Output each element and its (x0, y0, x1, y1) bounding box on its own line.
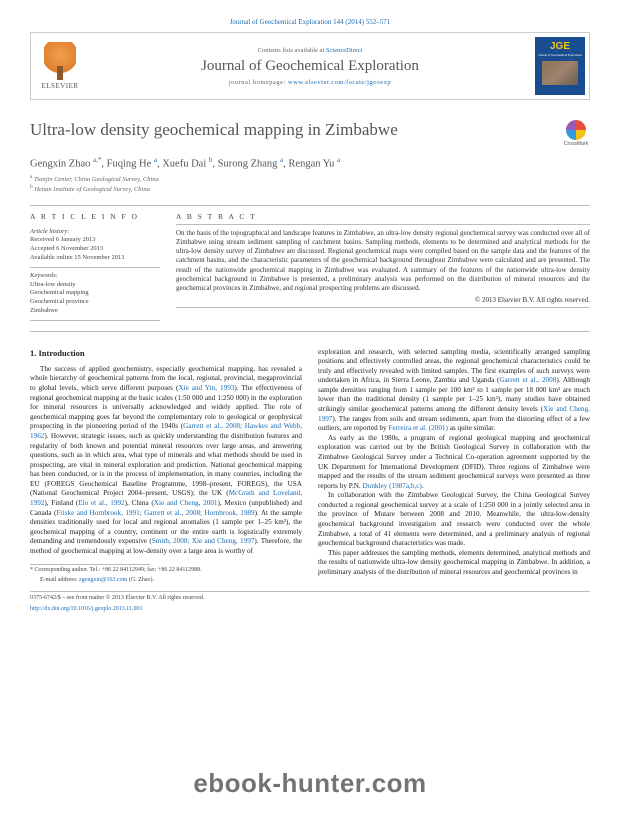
cover-image-icon (542, 61, 578, 85)
issn-line: 0375-6742/$ – see front matter © 2013 El… (30, 595, 590, 603)
keywords-label: Keywords: (30, 272, 160, 281)
elsevier-text: ELSEVIER (41, 82, 78, 90)
received-date: Received 6 January 2013 (30, 236, 160, 245)
article-info-column: A R T I C L E I N F O Article history: R… (30, 212, 160, 321)
corresponding-author: * Corresponding author. Tel.: +86 22 841… (30, 567, 302, 575)
ref-link[interactable]: Xie and Yin, 1993 (178, 384, 234, 392)
crossmark-icon (566, 120, 586, 140)
email-suffix: (G. Zhao). (127, 577, 154, 583)
journal-homepage: journal homepage: www.elsevier.com/locat… (89, 79, 531, 86)
history-label: Article history: (30, 228, 160, 237)
cover-initials: JGE (550, 41, 570, 52)
ref-link[interactable]: Dunkley (1987a,b,c) (363, 482, 422, 490)
t: ), Finland ( (44, 499, 78, 507)
author-2: , Fuqing He (101, 159, 154, 170)
abstract-copyright: © 2013 Elsevier B.V. All rights reserved… (176, 296, 590, 304)
keyword-4: Zimbabwe (30, 307, 160, 316)
contents-list: Contents lists available at ScienceDirec… (89, 47, 531, 54)
author-5: , Rengan Yu (283, 159, 337, 170)
doi-line: http://dx.doi.org/10.1016/j.gexplo.2013.… (30, 606, 590, 614)
crossmark-badge[interactable]: CrossMark (562, 120, 590, 148)
elsevier-tree-icon (44, 42, 76, 80)
aff-a: Tianjin Center, China Geological Survey,… (32, 176, 158, 183)
header-center: Contents lists available at ScienceDirec… (89, 33, 531, 99)
watermark: ebook-hunter.com (0, 768, 620, 799)
keywords-block: Keywords: Ultra-low density Geochemical … (30, 268, 160, 321)
email-link[interactable]: zgengxin@163.com (79, 577, 127, 583)
ref-link[interactable]: Xie and Cheng, 2001 (154, 499, 218, 507)
body-columns: 1. Introduction The success of applied g… (30, 348, 590, 585)
ref-link[interactable]: Friske and Hornbrook, 1991; Garrett et a… (56, 509, 254, 517)
t: As early as the 1980s, a program of regi… (318, 434, 590, 490)
column-left: 1. Introduction The success of applied g… (30, 348, 302, 585)
online-date: Available online 15 November 2013 (30, 254, 160, 263)
t: . (422, 482, 424, 490)
article-title: Ultra-low density geochemical mapping in… (30, 120, 398, 140)
abstract-text: On the basis of the topographical and la… (176, 229, 590, 294)
authors-line: Gengxin Zhao a,*, Fuqing He a, Xuefu Dai… (30, 156, 590, 170)
journal-cover-thumbnail: JGE Journal of Geochemical Exploration (535, 37, 585, 95)
author-4: , Surong Zhang (212, 159, 280, 170)
abstract-bottom-divider (176, 307, 590, 308)
homepage-prefix: journal homepage: (229, 79, 288, 86)
homepage-link[interactable]: www.elsevier.com/locate/jgeoexp (288, 79, 391, 86)
col1-paragraph: The success of applied geochemistry, esp… (30, 365, 302, 557)
col2-p2: As early as the 1980s, a program of regi… (318, 434, 590, 491)
ref-link[interactable]: Garrett et al., 2008 (499, 376, 556, 384)
bottom-divider (30, 591, 590, 592)
t: ). However, strategic issues, such as qu… (30, 432, 302, 497)
journal-name: Journal of Geochemical Exploration (89, 58, 531, 75)
section-1-heading: 1. Introduction (30, 348, 302, 359)
keyword-1: Ultra-low density (30, 281, 160, 290)
doi-link[interactable]: http://dx.doi.org/10.1016/j.gexplo.2013.… (30, 606, 143, 612)
author-5-sup: a (337, 156, 340, 164)
ref-link[interactable]: Smith, 2008; Xie and Cheng, 1997 (152, 537, 255, 545)
email-footnote: E-mail address: zgengxin@163.com (G. Zha… (30, 577, 302, 585)
col2-p3: In collaboration with the Zimbabwe Geolo… (318, 491, 590, 548)
sciencedirect-link[interactable]: ScienceDirect (326, 47, 362, 54)
t: as quite similar. (448, 424, 495, 432)
divider (30, 205, 590, 206)
contents-prefix: Contents lists available at (258, 47, 326, 54)
journal-header: ELSEVIER Contents lists available at Sci… (30, 32, 590, 100)
col2-p4: This paper addresses the sampling method… (318, 549, 590, 578)
ref-link[interactable]: Ferreira et al. (2001) (388, 424, 447, 432)
keyword-2: Geochemical mapping (30, 289, 160, 298)
footnote-separator (30, 564, 150, 565)
cover-subtitle: Journal of Geochemical Exploration (538, 53, 582, 57)
col2-p1: exploration and research, with selected … (318, 348, 590, 434)
body-divider (30, 331, 590, 332)
ref-link[interactable]: Elo et al., 1992 (78, 499, 124, 507)
accepted-date: Accepted 6 November 2013 (30, 245, 160, 254)
keyword-3: Geochemical province (30, 298, 160, 307)
t: ), China ( (125, 499, 154, 507)
elsevier-logo: ELSEVIER (31, 33, 89, 99)
crossmark-label: CrossMark (564, 141, 588, 147)
author-3: , Xuefu Dai (157, 159, 209, 170)
author-1: Gengxin Zhao (30, 159, 90, 170)
column-right: exploration and research, with selected … (318, 348, 590, 585)
abstract-column: A B S T R A C T On the basis of the topo… (176, 212, 590, 321)
abstract-heading: A B S T R A C T (176, 212, 590, 221)
aff-b: Henan Institute of Geological Survey, Ch… (33, 186, 150, 193)
citation-line: Journal of Geochemical Exploration 144 (… (30, 18, 590, 26)
abstract-divider (176, 224, 590, 225)
affiliations: a Tianjin Center, China Geological Surve… (30, 174, 590, 195)
article-history-block: Article history: Received 6 January 2013… (30, 224, 160, 268)
article-info-heading: A R T I C L E I N F O (30, 212, 160, 221)
email-label: E-mail address: (40, 577, 79, 583)
